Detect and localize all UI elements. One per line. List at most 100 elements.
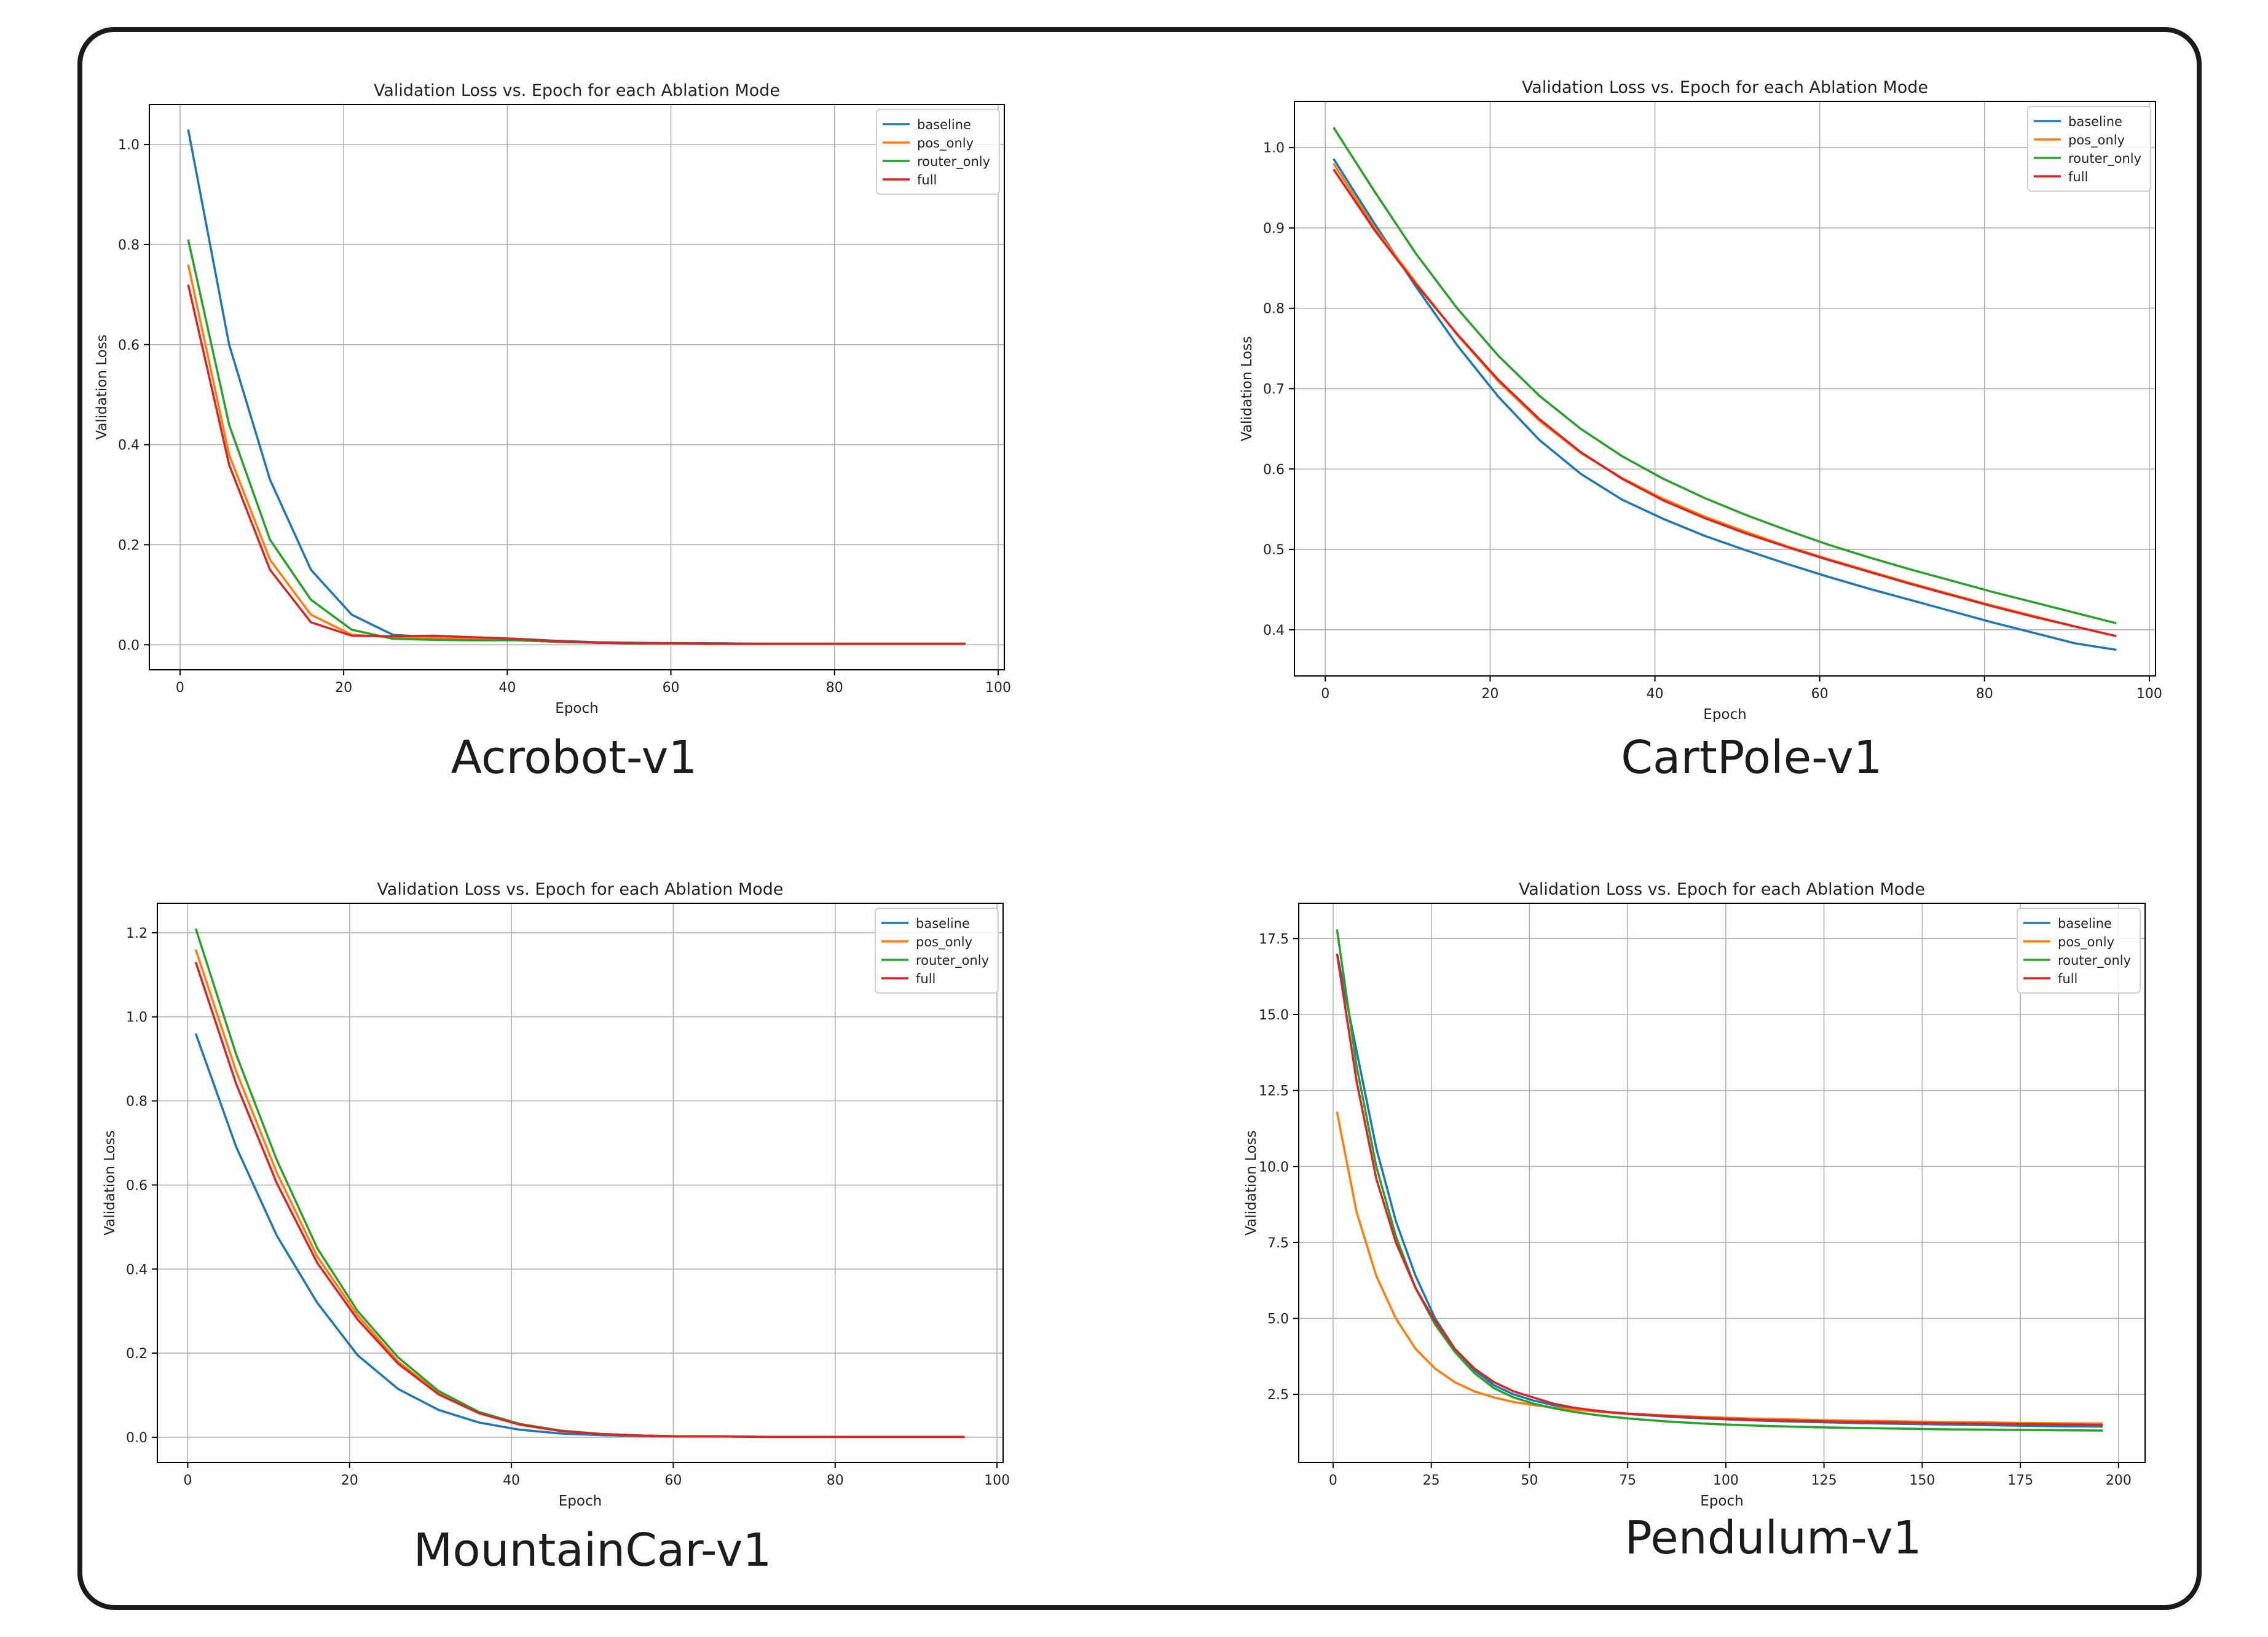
plot-area-border [1298,903,2146,1463]
series-line-router-only [194,928,965,1439]
chart-pendulum: 0 25 50 75 100 125 150 175 200 2.5 5.0 7.5 10.0 12.5 1… [1243,880,2146,1509]
y-tick-label: 0.4 [1263,623,1285,638]
legend-label-pos-only: pos_only [2058,935,2114,950]
y-tick-label: 0.9 [1263,221,1285,237]
legend-label-pos-only: pos_only [916,935,972,950]
y-tick-label: 0.2 [118,538,140,553]
y-axis-label: Validation Loss [1243,1130,1259,1235]
chart-panel-pendulum: 0 25 50 75 100 125 150 175 200 2.5 5.0 7.5 10.0 12.5 1… [1235,873,2182,1518]
legend-label-pos-only: pos_only [2068,133,2125,148]
y-tick-label: 1.0 [118,138,140,153]
y-axis-label: Validation Loss [94,334,110,439]
legend-label-baseline: baseline [916,916,970,931]
y-tick-label: 1.0 [1263,141,1285,156]
y-tick-label: 0.0 [118,638,140,653]
y-tick-label: 0.6 [126,1178,148,1193]
x-tick-label: 0 [183,1473,192,1488]
x-tick-label: 175 [2007,1473,2033,1488]
legend-label-router-only: router_only [2058,953,2131,968]
x-tick-label: 0 [1329,1473,1337,1488]
x-tick-label: 40 [503,1473,520,1488]
legend-box [2017,908,2141,994]
legend-label-router-only: router_only [2068,151,2141,167]
x-tick-label: 20 [341,1473,358,1488]
y-tick-label: 5.0 [1267,1312,1289,1327]
series-line-baseline [1333,158,2117,651]
y-tick-label: 0.8 [118,238,140,253]
y-tick-label: 0.5 [1263,543,1285,558]
series-line-full [1333,168,2117,638]
legend-label-router-only: router_only [916,953,989,968]
y-tick-label: 7.5 [1267,1236,1289,1251]
series-line-full [187,284,966,645]
caption-pendulum: Pendulum-v1 [1624,1512,1922,1564]
y-tick-label: 0.8 [1263,302,1285,317]
chart-title: Validation Loss vs. Epoch for each Ablat… [1519,880,1925,899]
x-tick-label: 80 [1976,686,1993,702]
x-axis-label: Epoch [559,1493,602,1509]
legend-box [875,908,999,994]
chart-title: Validation Loss vs. Epoch for each Ablat… [377,880,783,899]
series-line-pos-only [187,264,966,645]
plot-area-border [149,104,1005,670]
y-tick-label: 0.0 [126,1431,148,1446]
series-line-full [194,962,965,1439]
x-tick-label: 20 [1481,686,1498,702]
series-line-baseline [187,129,966,645]
x-tick-label: 80 [827,1473,844,1488]
series-line-router-only [1333,127,2117,625]
series-line-baseline [1336,953,2103,1428]
chart-cartpole: 0 20 40 60 80 100 0.4 0.5 0.6 0.7 0.8 0.9 1.0 Validat… [1239,78,2162,723]
x-tick-label: 60 [663,680,680,696]
legend-label-full: full [2068,170,2088,184]
legend-label-baseline: baseline [2058,916,2112,931]
y-tick-label: 0.8 [126,1094,148,1110]
chart-acrobot: 0 20 40 60 80 100 0.0 0.2 0.4 0.6 0.8 1.0 Validation… [94,81,1011,716]
y-tick-label: 0.6 [1263,462,1285,477]
x-tick-label: 60 [664,1473,682,1488]
caption-cartpole: CartPole-v1 [1621,731,1883,784]
caption-acrobot: Acrobot-v1 [451,731,698,784]
x-tick-label: 75 [1619,1473,1636,1488]
y-tick-label: 0.6 [118,338,140,353]
y-tick-label: 17.5 [1259,932,1289,947]
x-tick-label: 40 [1647,686,1664,702]
series-line-pos-only [1336,1111,2103,1425]
chart-panel-acrobot: 0 20 40 60 80 100 0.0 0.2 0.4 0.6 0.8 1.0 Validation… [92,74,1033,719]
x-tick-label: 100 [1713,1473,1739,1488]
x-axis-label: Epoch [1703,707,1746,723]
chart-title: Validation Loss vs. Epoch for each Ablat… [374,81,780,100]
legend-label-baseline: baseline [2068,114,2122,129]
x-axis-label: Epoch [1700,1493,1743,1509]
legend-label-full: full [2058,972,2077,986]
x-tick-label: 100 [985,680,1011,696]
x-tick-label: 125 [1811,1473,1837,1488]
series-line-router-only [187,239,966,645]
x-tick-label: 0 [1321,686,1329,702]
x-tick-label: 80 [826,680,843,696]
x-tick-label: 0 [176,680,184,696]
x-tick-label: 100 [2136,686,2162,702]
chart-title: Validation Loss vs. Epoch for each Ablat… [1522,78,1928,97]
legend-label-baseline: baseline [917,117,971,132]
y-tick-label: 2.5 [1267,1388,1289,1403]
y-tick-label: 1.2 [126,926,148,941]
x-tick-label: 50 [1521,1473,1538,1488]
caption-mountaincar: MountainCar-v1 [413,1524,772,1577]
series-line-full [1336,953,2103,1426]
legend-box [876,109,1000,195]
y-tick-label: 0.4 [126,1262,148,1278]
chart-panel-mountaincar: 0 20 40 60 80 100 0.0 0.2 0.4 0.6 0.8 1.0 1.2 Validat… [92,873,1033,1518]
x-tick-label: 20 [335,680,352,696]
series-line-pos-only [194,949,965,1439]
series-line-router-only [1336,929,2103,1432]
legend-label-pos-only: pos_only [917,136,974,151]
figure-frame [77,27,2202,1610]
x-tick-label: 100 [984,1473,1010,1488]
y-tick-label: 10.0 [1259,1160,1289,1175]
x-tick-label: 150 [1909,1473,1935,1488]
x-tick-label: 200 [2106,1473,2132,1488]
